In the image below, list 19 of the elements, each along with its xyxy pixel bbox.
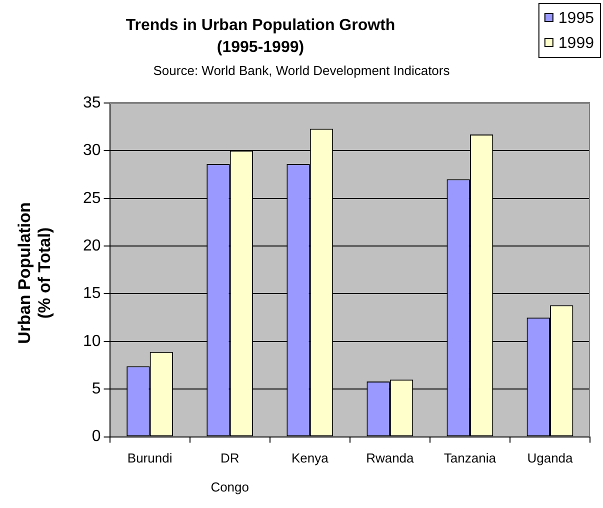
x-tick-label: Rwanda	[366, 450, 415, 466]
y-tick-label: 35	[83, 94, 101, 112]
y-tick-label: 15	[83, 285, 101, 302]
y-tick-label: 10	[83, 332, 101, 350]
legend-label: 1995	[558, 10, 594, 27]
x-tick-label: Kenya	[291, 450, 330, 466]
y-axis-title: Urban Population (% of Total)	[15, 201, 55, 346]
x-tick-label: Uganda	[527, 450, 574, 466]
x-tick-label: DR Congo	[210, 450, 250, 494]
x-tick-label: Burundi	[127, 450, 172, 466]
x-tick-label: Tanzania	[444, 450, 497, 466]
y-tick-label: 0	[92, 428, 101, 446]
y-tick-label: 20	[83, 237, 101, 254]
y-tick-label: 25	[83, 190, 101, 207]
y-tick-label: 5	[92, 380, 101, 398]
source-note: Source: World Bank, World Development Indicators	[152, 63, 451, 79]
y-tick-label: 30	[83, 142, 101, 160]
chart-title: Trends in Urban Population Growth (1995-1999)	[124, 16, 396, 58]
legend-label: 1999	[558, 34, 594, 52]
